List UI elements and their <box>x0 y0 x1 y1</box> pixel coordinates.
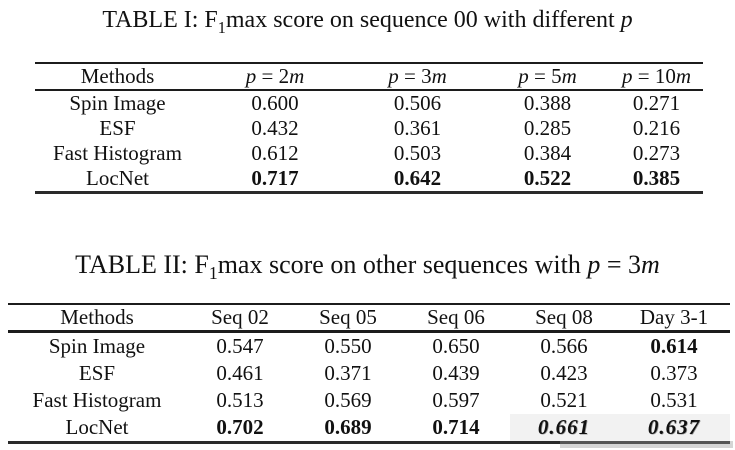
value-cell: 0.650 <box>432 334 480 358</box>
value-cell: 0.506 <box>393 91 442 115</box>
value-cell: 0.503 <box>393 141 442 165</box>
value-cell: 0.531 <box>650 388 698 412</box>
header-text: = 10 <box>632 64 676 88</box>
table2-header-seq06: Seq 06 <box>402 304 510 333</box>
value-cell: 0.385 <box>632 166 681 190</box>
f1-subscript: 1 <box>208 263 218 284</box>
scan-artifact <box>560 441 733 448</box>
value-cell: 0.702 <box>216 415 264 439</box>
math-var-p: p <box>621 64 633 88</box>
method-cell: LocNet <box>86 166 149 190</box>
math-var-p: p <box>245 64 257 88</box>
method-cell: Spin Image <box>69 91 166 115</box>
value-cell: 0.439 <box>432 361 480 385</box>
value-cell-glitched: 0.637 <box>618 414 730 443</box>
table2-header-row: Methods Seq 02 Seq 05 Seq 06 Seq 08 Day … <box>8 304 730 333</box>
math-var-m: m <box>641 250 660 279</box>
method-cell: ESF <box>99 116 136 140</box>
method-cell: Spin Image <box>48 334 146 358</box>
value-cell: 0.717 <box>251 166 299 190</box>
value-cell: 0.513 <box>216 388 264 412</box>
f1-subscript: 1 <box>217 17 226 37</box>
table2-grid: Methods Seq 02 Seq 05 Seq 06 Seq 08 Day … <box>8 303 730 444</box>
value-cell: 0.522 <box>523 166 572 190</box>
value-cell: 0.612 <box>251 141 299 165</box>
table-row: Fast Histogram 0.513 0.569 0.597 0.521 0… <box>8 387 730 414</box>
value-cell: 0.373 <box>650 361 698 385</box>
caption-text: max score on sequence 00 with different <box>225 7 621 33</box>
table2-header-seq02: Seq 02 <box>186 304 294 333</box>
method-cell: Fast Histogram <box>53 141 182 165</box>
value-cell: 0.521 <box>540 388 588 412</box>
table2-caption: TABLE II: F1max score on other sequences… <box>0 249 735 284</box>
table-row: ESF 0.461 0.371 0.439 0.423 0.373 <box>8 360 730 387</box>
table1-header-p5m: p = 5m <box>485 63 610 91</box>
value-cell: 0.285 <box>523 116 572 140</box>
table2-header-day31: Day 3-1 <box>618 304 730 333</box>
table-row: Spin Image 0.600 0.506 0.388 0.271 <box>35 90 703 116</box>
value-cell: 0.216 <box>632 116 681 140</box>
table-row: ESF 0.432 0.361 0.285 0.216 <box>35 116 703 141</box>
table-row: LocNet 0.702 0.689 0.714 0.661 0.637 <box>8 414 730 443</box>
value-cell: 0.597 <box>432 388 480 412</box>
header-text: = 3 <box>398 64 432 88</box>
caption-text: TABLE I: F <box>102 7 218 33</box>
method-cell: Fast Histogram <box>32 388 162 412</box>
value-cell: 0.566 <box>540 334 588 358</box>
math-var-m: m <box>675 64 691 88</box>
caption-text: max score on other sequences with <box>217 250 588 279</box>
value-cell: 0.714 <box>432 415 480 439</box>
header-text: = 5 <box>528 64 562 88</box>
value-cell: 0.423 <box>540 361 588 385</box>
math-var-m: m <box>561 64 577 88</box>
value-cell: 0.547 <box>216 334 264 358</box>
table1-grid: Methods p = 2m p = 3m p = 5m p = 10m Spi… <box>35 62 703 194</box>
value-cell: 0.271 <box>632 91 681 115</box>
value-cell: 0.273 <box>632 141 681 165</box>
table1-header-row: Methods p = 2m p = 3m p = 5m p = 10m <box>35 63 703 91</box>
value-cell: 0.642 <box>393 166 442 190</box>
value-cell: 0.371 <box>324 361 372 385</box>
table1-header-methods: Methods <box>35 63 200 91</box>
method-cell: LocNet <box>65 415 129 439</box>
value-cell: 0.388 <box>523 91 572 115</box>
table-row: Spin Image 0.547 0.550 0.650 0.566 0.614 <box>8 332 730 361</box>
value-cell-glitched: 0.661 <box>510 414 618 443</box>
value-cell: 0.600 <box>251 91 299 115</box>
math-var-p: p <box>620 7 633 33</box>
value-cell: 0.614 <box>650 334 698 358</box>
table1-caption: TABLE I: F1max score on sequence 00 with… <box>0 5 735 35</box>
table1-header-p10m: p = 10m <box>610 63 703 91</box>
table2-header-seq08: Seq 08 <box>510 304 618 333</box>
math-var-p: p <box>587 250 601 279</box>
value-cell: 0.689 <box>324 415 372 439</box>
method-cell: ESF <box>78 361 116 385</box>
value-cell: 0.569 <box>324 388 372 412</box>
value-cell: 0.432 <box>251 116 299 140</box>
math-var-p: p <box>388 64 399 88</box>
value-cell: 0.384 <box>523 141 572 165</box>
value-cell: 0.550 <box>324 334 372 358</box>
caption-text: TABLE II: F <box>75 250 209 279</box>
table2-header-methods: Methods <box>8 304 186 333</box>
math-var-m: m <box>431 64 447 88</box>
table2: Methods Seq 02 Seq 05 Seq 06 Seq 08 Day … <box>8 303 730 444</box>
table-row: LocNet 0.717 0.642 0.522 0.385 <box>35 166 703 193</box>
table1: Methods p = 2m p = 3m p = 5m p = 10m Spi… <box>35 62 703 194</box>
table1-header-p2m: p = 2m <box>200 63 350 91</box>
header-text: = 2 <box>256 64 290 88</box>
value-cell: 0.361 <box>393 116 442 140</box>
math-var-m: m <box>289 64 305 88</box>
table1-header-p3m: p = 3m <box>350 63 485 91</box>
table2-header-seq05: Seq 05 <box>294 304 402 333</box>
math-var-p: p <box>518 64 529 88</box>
value-cell: 0.461 <box>216 361 264 385</box>
table-row: Fast Histogram 0.612 0.503 0.384 0.273 <box>35 141 703 166</box>
caption-text: = 3 <box>600 250 642 279</box>
